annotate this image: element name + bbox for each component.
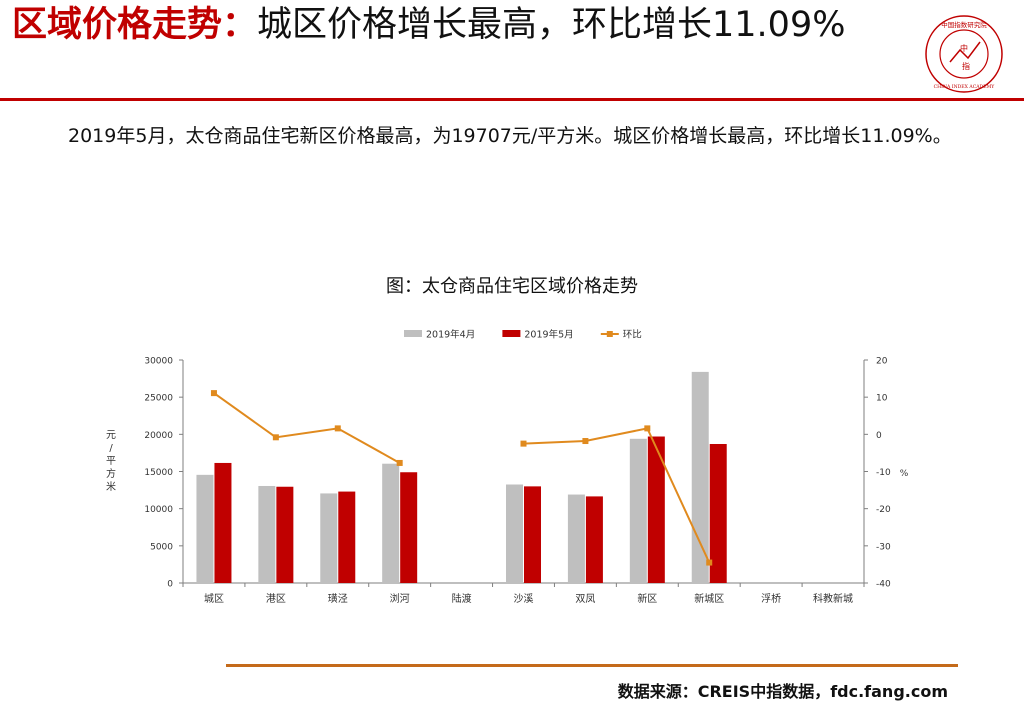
mom-change-point [582,438,589,445]
bar-april [691,371,709,583]
y-right-axis-label: % [900,469,909,479]
bar-may [338,491,356,583]
x-tick-label: 双凤 [575,593,595,605]
bar-may [276,486,294,583]
mom-change-line [213,392,401,464]
mom-change-point [520,440,527,447]
bar-may [214,462,232,583]
bar-may [524,486,541,583]
legend-label-0: 2019年4月 [426,329,475,341]
legend-swatch-1 [502,330,521,337]
y-left-tick-label: 30000 [144,357,173,367]
x-tick-label: 新区 [637,592,657,605]
mom-change-point [396,459,403,466]
y-left-tick-label: 25000 [144,394,173,404]
bar-may [585,496,603,583]
page-title-text: 城区价格增长最高，环比增长11.09% [257,5,846,45]
bar-may [647,436,665,583]
data-source: 数据来源：CREIS中指数据，fdc.fang.com [617,682,948,701]
y-right-tick-label: -20 [876,505,891,515]
bar-april [506,484,523,583]
y-left-axis-label-char: 米 [106,480,116,493]
y-left-tick-label: 10000 [144,505,173,515]
mom-change-point [272,434,279,441]
y-left-axis-label-char: / [109,443,113,454]
y-left-tick-label: 5000 [150,542,173,552]
footer-divider [226,664,958,667]
legend-swatch-0 [404,330,422,337]
bar-april [629,438,647,583]
y-left-axis-label-char: 方 [106,467,116,480]
page-title: 区域价格走势：城区价格增长最高，环比增长11.09% [12,4,912,47]
x-tick-label: 港区 [266,593,286,605]
bar-may [709,443,727,583]
y-left-tick-label: 15000 [144,468,173,478]
x-tick-label: 沙溪 [514,593,534,605]
legend-swatch-marker [606,331,613,337]
y-right-tick-label: 10 [876,394,888,404]
bar-april [567,494,585,583]
mom-change-point [334,425,341,432]
legend-label-1: 2019年5月 [524,329,573,341]
summary-paragraph: 2019年5月，太仓商品住宅新区价格最高，为19707元/平方米。城区价格增长最… [68,125,952,147]
logo-top-text: 中国指数研究院 [941,20,987,29]
bar-april [258,485,276,583]
x-tick-label: 科教新城 [813,592,853,605]
chart-title: 图：太仓商品住宅区域价格走势 [386,276,638,297]
bar-april [382,463,400,583]
logo-bottom-text: CHINA INDEX ACADEMY [934,84,996,90]
y-right-tick-label: 20 [876,357,888,367]
x-tick-label: 浏河 [390,592,410,605]
y-left-axis-label-char: 元 [106,430,116,441]
y-right-tick-label: 0 [876,431,882,441]
y-left-axis-label-char: 平 [106,456,116,467]
mom-change-point [644,425,651,432]
logo-center-top: 中 [960,43,968,53]
legend-label-2: 环比 [623,329,642,341]
china-index-academy-logo: 中 指 中国指数研究院 CHINA INDEX ACADEMY [925,15,1003,93]
logo-center-bottom: 指 [962,61,970,71]
bar-may [400,472,418,583]
mom-change-point [210,390,217,397]
x-tick-label: 陆渡 [452,592,472,605]
x-tick-label: 新城区 [694,592,724,605]
y-right-tick-label: -30 [876,542,891,552]
title-divider [0,98,1024,101]
x-tick-label: 城区 [204,593,224,605]
x-tick-label: 璜泾 [328,592,348,605]
y-left-tick-label: 20000 [144,431,173,441]
bar-april [320,493,338,583]
bar-april [196,474,214,583]
mom-change-point [706,559,713,566]
mom-change-line [523,427,711,563]
y-left-tick-label: 0 [167,580,173,590]
y-right-tick-label: -10 [876,468,891,478]
y-right-tick-label: -40 [876,580,891,590]
x-tick-label: 浮桥 [761,593,781,605]
page-title-highlight: 区域价格走势： [12,5,258,45]
